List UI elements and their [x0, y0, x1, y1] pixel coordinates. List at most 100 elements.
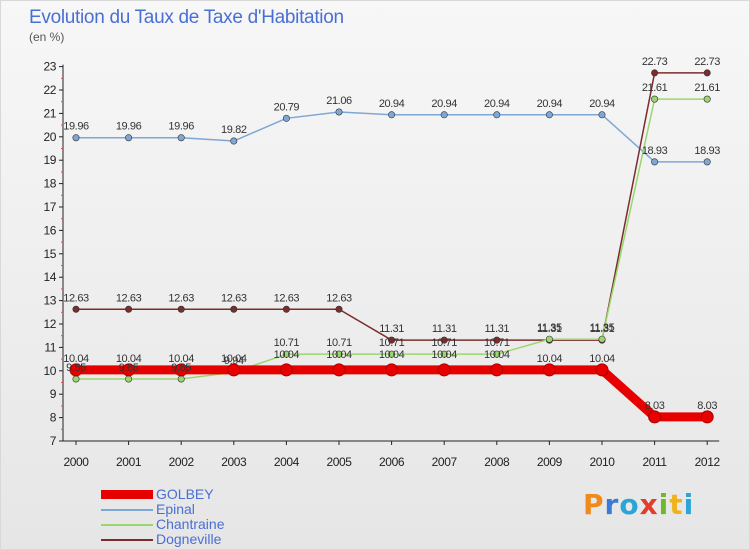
y-tick-label: 9 — [50, 387, 57, 401]
data-point-chantraine — [335, 350, 343, 358]
data-point-golbey — [648, 410, 662, 424]
x-tick-label: 2001 — [116, 455, 142, 469]
y-tick-label: 14 — [43, 270, 56, 284]
data-point-epinal — [545, 111, 553, 119]
data-point-epinal — [703, 158, 711, 166]
y-tick-label: 11 — [44, 340, 56, 354]
y-tick-label: 19 — [43, 153, 56, 167]
data-label-dogneville: 11.31 — [537, 323, 562, 335]
data-label-dogneville: 22.73 — [694, 56, 720, 68]
data-point-epinal — [598, 111, 606, 119]
y-tick-label: 7 — [50, 434, 57, 448]
proxiti-logo: Proxiti — [583, 488, 694, 521]
data-label-chantraine: 10.71 — [326, 337, 352, 349]
data-point-chantraine — [282, 350, 290, 358]
legend-swatch — [101, 524, 153, 526]
data-point-dogneville — [703, 69, 711, 77]
logo-letter: i — [658, 488, 670, 521]
data-label-chantraine: 9.65 — [119, 362, 139, 374]
data-point-epinal — [335, 108, 343, 116]
data-label-dogneville: 12.63 — [168, 292, 194, 304]
data-label-dogneville: 11.31 — [432, 323, 457, 335]
y-tick-label: 15 — [43, 247, 56, 261]
data-label-epinal: 20.94 — [431, 98, 457, 110]
y-tick-label: 20 — [43, 130, 56, 144]
data-point-golbey — [69, 363, 83, 377]
data-label-epinal: 19.82 — [221, 124, 247, 136]
data-label-golbey: 10.04 — [326, 349, 352, 361]
data-label-golbey: 10.04 — [63, 353, 89, 365]
data-point-dogneville — [282, 305, 290, 313]
data-label-dogneville: 12.63 — [116, 292, 142, 304]
data-label-chantraine: 21.61 — [694, 82, 720, 94]
data-point-dogneville — [388, 336, 396, 344]
y-tick-label: 12 — [43, 317, 56, 331]
data-label-golbey: 10.04 — [484, 349, 510, 361]
data-point-epinal — [177, 134, 185, 142]
data-point-epinal — [440, 111, 448, 119]
data-label-dogneville: 12.63 — [274, 292, 300, 304]
data-point-chantraine — [388, 350, 396, 358]
data-point-chantraine — [177, 375, 185, 383]
data-label-golbey: 8.03 — [697, 400, 717, 412]
logo-letter: t — [669, 488, 684, 521]
data-label-dogneville: 11.31 — [379, 323, 404, 335]
data-label-dogneville: 12.63 — [221, 292, 247, 304]
data-label-chantraine: 9.65 — [171, 362, 191, 374]
logo-letter: i — [683, 488, 695, 521]
data-label-golbey: 10.04 — [379, 349, 405, 361]
data-label-epinal: 19.96 — [168, 121, 194, 133]
data-point-chantraine — [72, 375, 80, 383]
data-label-golbey: 10.04 — [431, 349, 457, 361]
data-point-golbey — [595, 363, 609, 377]
y-tick-label: 16 — [43, 223, 56, 237]
data-label-epinal: 19.96 — [63, 121, 89, 133]
data-point-golbey — [122, 363, 136, 377]
x-tick-label: 2003 — [221, 455, 247, 469]
data-label-epinal: 19.96 — [116, 121, 142, 133]
data-point-epinal — [493, 111, 501, 119]
data-point-epinal — [651, 158, 659, 166]
data-point-dogneville — [335, 305, 343, 313]
logo-letter: x — [639, 488, 659, 521]
y-tick-label: 13 — [43, 294, 56, 308]
data-point-golbey — [700, 410, 714, 424]
chart-title: Evolution du Taux de Taxe d'Habitation — [29, 7, 344, 28]
data-point-golbey — [385, 363, 399, 377]
data-label-dogneville: 22.73 — [642, 56, 668, 68]
data-label-dogneville: 12.63 — [326, 292, 352, 304]
data-label-chantraine: 10.71 — [379, 337, 405, 349]
data-point-dogneville — [651, 69, 659, 77]
y-tick-label: 22 — [43, 83, 56, 97]
x-tick-label: 2005 — [326, 455, 352, 469]
legend-label: Epinal — [156, 501, 195, 517]
data-label-chantraine: 11.35 — [590, 322, 615, 334]
chart-subtitle: (en %) — [29, 30, 65, 44]
data-point-dogneville — [177, 305, 185, 313]
legend-label: Dogneville — [156, 531, 222, 547]
x-tick-label: 2000 — [63, 455, 89, 469]
data-point-epinal — [388, 111, 396, 119]
data-label-golbey: 10.04 — [589, 353, 615, 365]
data-point-golbey — [542, 363, 556, 377]
data-point-golbey — [437, 363, 451, 377]
data-label-chantraine: 10.71 — [484, 337, 510, 349]
data-label-chantraine: 21.61 — [642, 82, 668, 94]
data-point-chantraine — [598, 335, 606, 343]
data-point-chantraine — [125, 375, 133, 383]
data-point-golbey — [279, 363, 293, 377]
data-point-dogneville — [230, 305, 238, 313]
data-point-chantraine — [493, 350, 501, 358]
data-point-golbey — [490, 363, 504, 377]
data-point-chantraine — [703, 95, 711, 103]
data-label-dogneville: 12.63 — [63, 292, 89, 304]
data-label-dogneville: 11.31 — [484, 323, 509, 335]
y-tick-label: 21 — [43, 106, 56, 120]
x-tick-label: 2006 — [379, 455, 405, 469]
logo-letter: P — [583, 488, 605, 521]
x-tick-label: 2009 — [537, 455, 563, 469]
data-label-epinal: 20.94 — [484, 98, 510, 110]
data-point-epinal — [230, 137, 238, 145]
data-label-golbey: 10.04 — [537, 353, 563, 365]
